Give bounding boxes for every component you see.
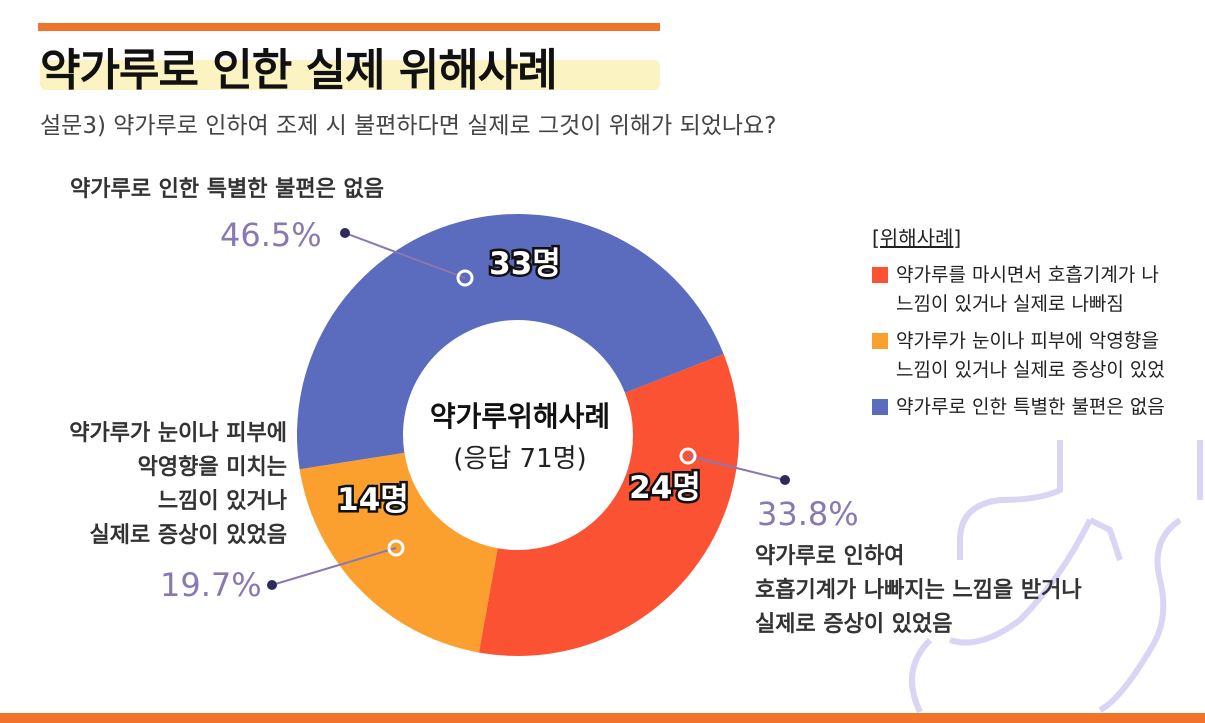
leader-dot-no-issue [340,228,350,238]
legend-text: 약가루가 눈이나 피부에 악영향을 [896,330,1159,352]
legend-title: [위해사례] [872,226,962,250]
legend-text: 약가루로 인한 특별한 불편은 없음 [896,396,1165,418]
bottom-accent-bar [0,713,1205,723]
label-line: 약가루로 인하여 [755,544,905,569]
page-title: 약가루로 인한 실제 위해사례 [40,45,558,96]
percent-label-respiratory: 33.8% [757,495,859,533]
legend-item-no-issue: 약가루로 인한 특별한 불편은 없음 [872,393,1165,422]
percent-label-eye-skin: 19.7% [160,566,262,604]
leader-ring-respiratory [679,447,697,465]
top-accent-bar [38,23,660,31]
leader-line-no-issue [344,232,466,279]
leader-dot-respiratory [780,475,790,485]
label-line: 실제로 증상이 있었음 [755,612,953,637]
center-subtitle: (응답 71명) [453,444,587,474]
leader-ring-eye-skin [387,539,405,557]
label-line: 호흡기계가 나빠지는 느낌을 받거나 [755,578,1082,603]
slice-label-no-issue: 약가루로 인한 특별한 불편은 없음 [70,177,384,202]
legend-text: 느낌이 있거나 실제로 증상이 있었 [896,359,1165,381]
legend-text: 느낌이 있거나 실제로 나빠짐 [896,293,1124,315]
legend: [위해사례] 약가루를 마시면서 호흡기계가 나 느낌이 있거나 실제로 나빠짐 … [872,222,1165,430]
survey-question: 설문3) 약가루로 인하여 조제 시 불편하다면 실제로 그것이 위해가 되었나… [40,113,777,139]
donut-slice-respiratory [478,354,739,657]
leader-line-eye-skin [271,547,397,586]
slice-label-respiratory: 약가루로 인하여 호흡기계가 나빠지는 느낌을 받거나 실제로 증상이 있었음 [755,540,1082,642]
legend-swatch [872,267,888,283]
leader-dot-eye-skin [267,580,277,590]
center-title: 약가루위해사례 [429,400,611,433]
leader-ring-no-issue [456,269,474,287]
donut-slice-eye-skin [299,452,498,653]
label-line: 실제로 증상이 있었음 [89,523,287,548]
slice-label-eye-skin: 약가루가 눈이나 피부에 악영향을 미치는 느낌이 있거나 실제로 증상이 있었… [69,417,287,553]
count-label-respiratory: 24명 [629,470,701,506]
count-label-eye-skin: 14명 [337,482,409,518]
leader-line-respiratory [687,455,786,481]
count-label-no-issue: 33명 [489,246,561,282]
label-line: 느낌이 있거나 [157,489,287,514]
label-line: 약가루가 눈이나 피부에 [69,421,287,446]
legend-swatch [872,333,888,349]
legend-text: 약가루를 마시면서 호흡기계가 나 [896,264,1159,286]
title-highlight [40,60,660,90]
percent-label-no-issue: 46.5% [220,216,322,254]
legend-swatch [872,399,888,415]
donut-slice-no-issue [297,214,724,470]
label-line: 악영향을 미치는 [137,455,287,480]
